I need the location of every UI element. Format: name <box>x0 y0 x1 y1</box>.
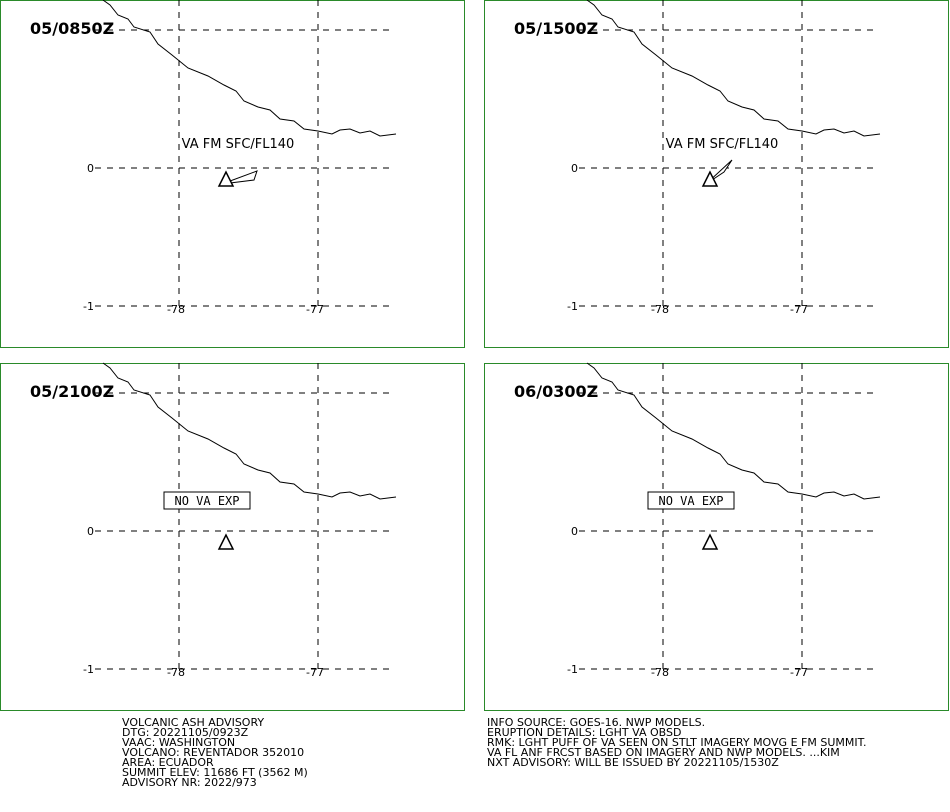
footer-line: INFO SOURCE: GOES-16. NWP MODELS. <box>487 716 705 729</box>
time-label: 05/2100Z <box>30 382 114 401</box>
footer-line: ERUPTION DETAILS: LGHT VA OBSD <box>487 726 681 739</box>
lon-label: -78 <box>651 666 669 679</box>
time-label: 05/1500Z <box>514 19 598 38</box>
lon-label: -77 <box>790 666 808 679</box>
footer-line: NXT ADVISORY: WILL BE ISSUED BY 20221105… <box>487 756 779 769</box>
map-panel: 0 -1 -78 -77 06/0300Z NO VA EXP <box>484 362 949 711</box>
lat-label: -1 <box>83 663 94 676</box>
lon-label: -78 <box>167 303 185 316</box>
lat-label: -1 <box>567 300 578 313</box>
lat-label: 0 <box>87 525 94 538</box>
lat-label: 0 <box>571 162 578 175</box>
map-panel: 0 -1 -78 -77 05/0850Z VA FM SFC/FL140 <box>0 0 465 348</box>
footer-line: VOLCANO: REVENTADOR 352010 <box>122 746 304 759</box>
time-label: 06/0300Z <box>514 382 598 401</box>
ash-label: NO VA EXP <box>658 494 723 508</box>
coastline <box>586 362 881 500</box>
coastline <box>586 0 881 137</box>
coastline <box>102 0 397 137</box>
lon-label: -78 <box>167 666 185 679</box>
volcano <box>217 533 235 550</box>
lat-label: -1 <box>83 300 94 313</box>
footer-line: VA FL ANF FRCST BASED ON IMAGERY AND NWP… <box>487 746 840 759</box>
coastline <box>102 362 397 500</box>
ash-label: NO VA EXP <box>174 494 239 508</box>
lon-label: -77 <box>306 666 324 679</box>
panel-border <box>484 0 949 348</box>
footer-line: VOLCANIC ASH ADVISORY <box>122 716 264 729</box>
panel-border <box>0 363 465 711</box>
footer-line: SUMMIT ELEV: 11686 FT (3562 M) <box>122 766 308 779</box>
panel-border <box>484 363 949 711</box>
ash-label: VA FM SFC/FL140 <box>182 137 295 152</box>
footer-line: RMK: LGHT PUFF OF VA SEEN ON STLT IMAGER… <box>487 736 867 749</box>
footer-line: DTG: 20221105/0923Z <box>122 726 249 739</box>
lon-label: -77 <box>790 303 808 316</box>
lon-label: -78 <box>651 303 669 316</box>
lat-label: -1 <box>567 663 578 676</box>
lat-label: 0 <box>571 525 578 538</box>
label-box <box>163 491 251 510</box>
map-panel: 0 -1 -78 -77 05/1500Z VA FM SFC/FL140 <box>484 0 949 348</box>
volcano <box>701 533 719 550</box>
footer-line: ADVISORY NR: 2022/973 <box>122 776 257 789</box>
footer-line: AREA: ECUADOR <box>122 756 214 769</box>
volcano <box>701 170 719 187</box>
panel-border <box>0 0 465 348</box>
lon-label: -77 <box>306 303 324 316</box>
volcano <box>217 170 235 187</box>
time-label: 05/0850Z <box>30 19 114 38</box>
ash-label: VA FM SFC/FL140 <box>666 137 779 152</box>
label-box <box>647 491 735 510</box>
lat-label: 0 <box>87 162 94 175</box>
map-panel: 0 -1 -78 -77 05/2100Z NO VA EXP <box>0 362 465 711</box>
footer-line: VAAC: WASHINGTON <box>122 736 235 749</box>
